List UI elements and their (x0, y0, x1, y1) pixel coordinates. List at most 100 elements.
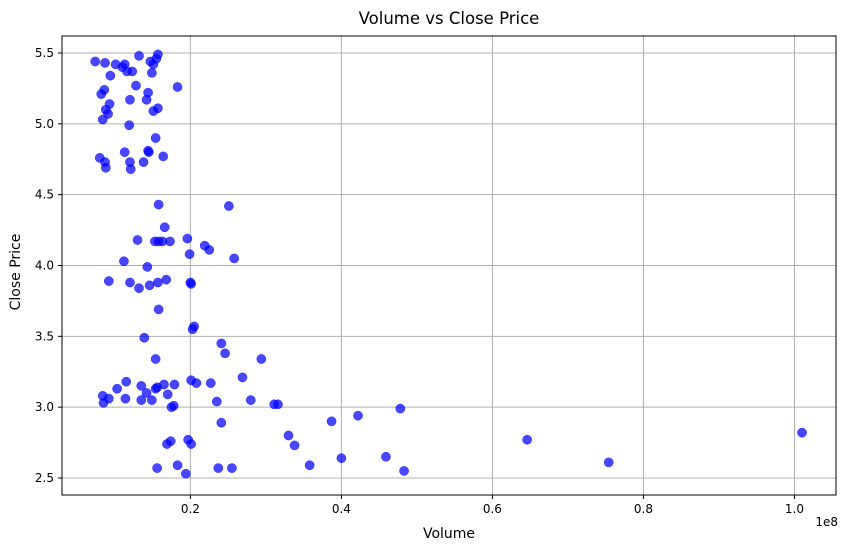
data-point (103, 276, 114, 286)
data-point (227, 463, 237, 473)
data-point (97, 114, 108, 125)
data-point (150, 354, 161, 364)
data-point (134, 50, 144, 61)
data-point (216, 417, 227, 428)
y-tick-label: 5.5 (35, 46, 54, 60)
data-point (256, 354, 267, 364)
data-point (168, 400, 179, 411)
data-point (147, 67, 157, 78)
x-axis-label: Volume (423, 526, 475, 542)
data-point (289, 440, 300, 451)
data-point (119, 256, 129, 267)
data-point (603, 457, 614, 468)
data-point (152, 463, 162, 473)
data-point (216, 338, 227, 349)
data-point (381, 451, 391, 462)
data-point (121, 376, 132, 387)
data-point (182, 233, 193, 244)
data-point (213, 463, 224, 473)
data-point (165, 236, 175, 247)
y-tick-label: 5.0 (35, 117, 54, 131)
data-point (158, 151, 169, 162)
y-tick-label: 4.5 (35, 188, 54, 202)
x-tick-label: 0.6 (483, 502, 502, 516)
data-point (144, 280, 155, 291)
data-point (136, 381, 147, 391)
data-point (153, 199, 164, 210)
data-point (153, 304, 164, 315)
axis-ticks: 0.2 0.4 0.6 0.8 1.0 2.5 3.0 3.5 4.0 4.5 5.0 5.5 (35, 46, 804, 516)
data-point (797, 427, 807, 438)
data-point (172, 82, 183, 92)
y-tick-label: 2.5 (35, 471, 54, 485)
data-point (204, 245, 215, 255)
grid-lines (62, 36, 836, 495)
data-point (326, 416, 337, 427)
data-point (127, 66, 138, 77)
data-point (150, 133, 161, 143)
data-point (336, 453, 347, 464)
x-tick-label: 0.2 (181, 502, 200, 516)
chart-title: Volume vs Close Price (359, 9, 540, 28)
y-tick-label: 3.5 (35, 329, 54, 343)
data-point (283, 430, 294, 441)
data-point (134, 283, 144, 294)
data-point (395, 403, 406, 414)
data-point (105, 70, 116, 81)
y-tick-label: 4.0 (35, 259, 54, 273)
data-point (125, 164, 136, 175)
data-point (304, 460, 315, 471)
data-point (148, 106, 159, 116)
x-axis-offset-label: 1e8 (815, 515, 838, 529)
data-point (229, 253, 240, 264)
data-point (161, 274, 172, 285)
data-point (153, 277, 163, 288)
data-point (399, 466, 409, 476)
data-point (143, 147, 154, 158)
data-point (187, 324, 198, 335)
data-point (169, 379, 180, 390)
data-points (90, 49, 807, 479)
data-point (237, 372, 248, 383)
data-point (98, 398, 109, 408)
data-point (153, 49, 163, 60)
data-point (152, 382, 162, 393)
data-point (131, 80, 141, 91)
data-point (142, 262, 153, 272)
data-point (180, 468, 191, 479)
data-point (132, 235, 143, 245)
data-point (211, 396, 222, 407)
y-tick-label: 3.0 (35, 400, 54, 414)
data-point (119, 147, 130, 158)
data-point (100, 58, 110, 68)
data-point (220, 348, 230, 359)
data-point (205, 378, 216, 388)
x-tick-label: 0.4 (332, 502, 351, 516)
data-point (172, 460, 183, 471)
data-point (125, 277, 135, 288)
data-point (141, 388, 152, 398)
data-point (162, 389, 173, 400)
data-point (353, 410, 363, 421)
data-point (273, 399, 283, 410)
data-point (90, 56, 101, 67)
data-point (138, 157, 149, 167)
x-tick-label: 1.0 (785, 502, 804, 516)
data-point (139, 332, 150, 343)
data-point (96, 89, 107, 99)
data-point (159, 222, 170, 233)
data-point (141, 94, 152, 105)
data-point (162, 439, 172, 449)
data-point (245, 395, 256, 405)
y-axis-label: Close Price (8, 234, 24, 311)
x-tick-label: 0.8 (634, 502, 653, 516)
data-point (120, 393, 131, 404)
data-point (100, 162, 111, 173)
data-point (184, 249, 195, 260)
data-point (186, 439, 196, 449)
data-point (191, 378, 202, 388)
data-point (147, 395, 157, 405)
data-point (522, 434, 533, 445)
